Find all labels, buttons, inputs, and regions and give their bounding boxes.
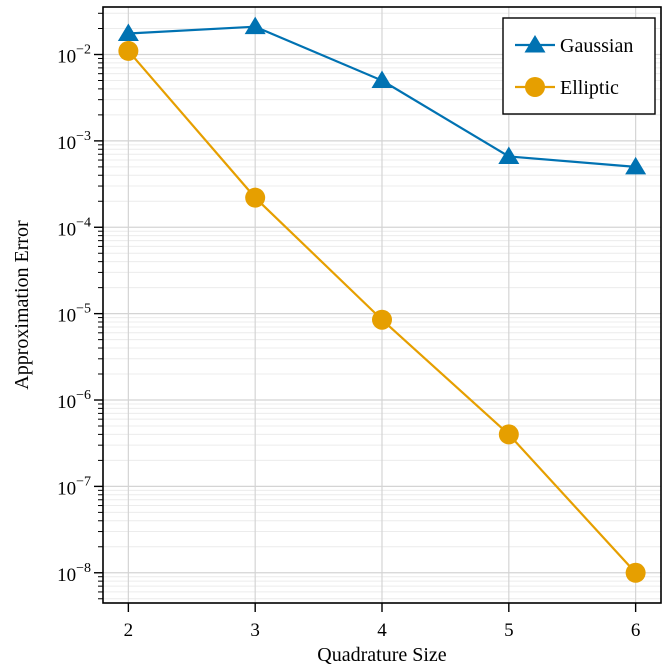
- y-tick-label: 10−3: [57, 129, 91, 154]
- data-point-triangle: [244, 16, 266, 35]
- ticks: [94, 12, 637, 612]
- x-tick-label: 6: [631, 620, 641, 641]
- data-point-triangle: [498, 146, 520, 164]
- data-point-triangle: [117, 23, 139, 42]
- x-tick-label: 2: [124, 620, 134, 641]
- legend-label: Gaussian: [560, 35, 633, 57]
- data-point-circle: [498, 424, 519, 445]
- x-tick-label: 3: [250, 620, 260, 641]
- y-tick-label: 10−7: [57, 474, 91, 499]
- data-point-circle: [245, 187, 266, 208]
- data-point-triangle: [371, 70, 393, 89]
- x-axis-title: Quadrature Size: [317, 644, 447, 666]
- x-tick-label: 5: [504, 620, 514, 641]
- y-tick-label: 10−6: [57, 388, 91, 413]
- legend-label: Elliptic: [560, 77, 619, 99]
- data-point-circle: [118, 40, 139, 61]
- series-layer: [117, 16, 647, 583]
- legend-triangle-marker: [524, 35, 546, 53]
- legend: Gaussian Elliptic: [502, 17, 656, 115]
- tick-labels: 10−2 10−3 10−4 10−5 10−6 10−7 10−8 2 3 4 5 6: [57, 43, 640, 641]
- x-tick-label: 4: [377, 620, 387, 641]
- y-tick-label: 10−4: [57, 215, 91, 240]
- y-tick-label: 10−2: [57, 43, 91, 68]
- y-tick-label: 10−5: [57, 302, 91, 327]
- y-axis-title: Approximation Error: [11, 220, 33, 390]
- data-point-circle: [625, 562, 646, 583]
- series-gaussian: [117, 16, 647, 175]
- legend-circle-marker: [525, 77, 545, 97]
- y-tick-label: 10−8: [57, 561, 91, 586]
- legend-box: [502, 17, 656, 115]
- data-point-circle: [372, 309, 392, 330]
- data-point-triangle: [625, 156, 647, 175]
- series-elliptic: [118, 40, 646, 583]
